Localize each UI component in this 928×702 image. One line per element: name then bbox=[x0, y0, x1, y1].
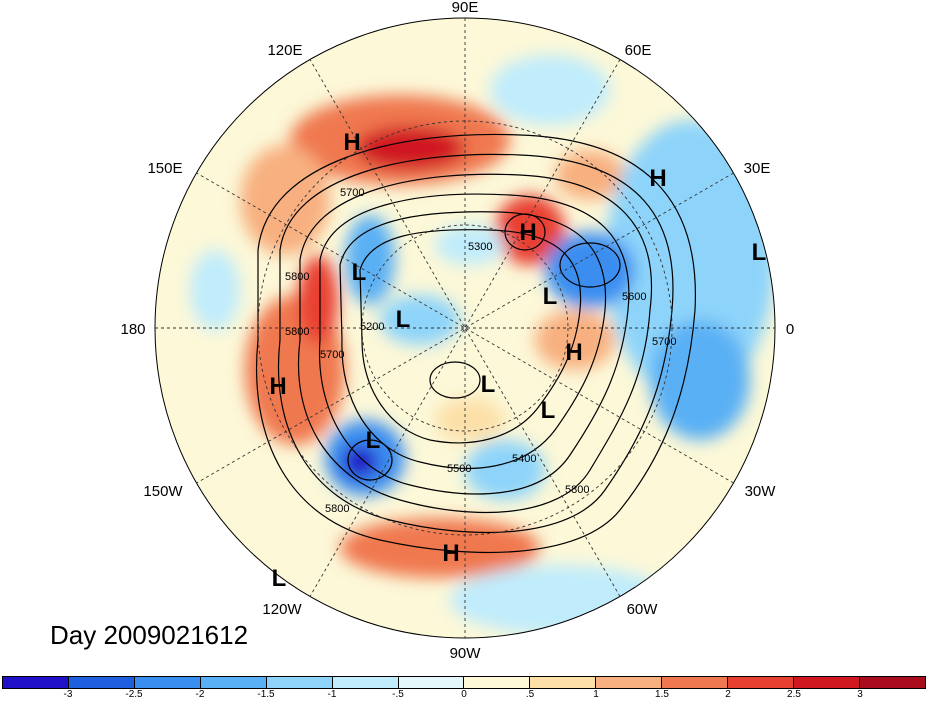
lon-label: 120E bbox=[267, 42, 302, 59]
contour-label: 5400 bbox=[512, 453, 536, 465]
high-marker: H bbox=[343, 129, 360, 156]
contour-labels: 5700 5800 5800 5700 5200 5300 5600 5700 … bbox=[285, 187, 676, 515]
lon-label: 60W bbox=[627, 601, 659, 618]
lon-label: 180 bbox=[120, 321, 145, 338]
high-marker: H bbox=[519, 219, 536, 246]
colorbar-tick-label: -2 bbox=[195, 689, 205, 700]
low-marker: L bbox=[752, 239, 767, 266]
graticule bbox=[155, 18, 775, 638]
colorbar-swatch bbox=[662, 677, 729, 688]
lon-label: 90W bbox=[450, 645, 482, 662]
contour-label: 5700 bbox=[652, 336, 676, 348]
colorbar-tick-label: .5 bbox=[525, 689, 535, 700]
high-marker: H bbox=[649, 165, 666, 192]
colorbar-tick-label: 1.5 bbox=[655, 689, 669, 700]
low-marker: L bbox=[543, 283, 558, 310]
colorbar-tick-label: 3 bbox=[857, 689, 863, 700]
colorbar-tick-label: -1 bbox=[327, 689, 337, 700]
colorbar-tick-label: -.5 bbox=[392, 689, 404, 700]
low-marker: L bbox=[272, 565, 287, 592]
lon-label: 150W bbox=[143, 483, 183, 500]
contour-label: 5600 bbox=[622, 291, 646, 303]
colorbar-tick-label: 0 bbox=[461, 689, 467, 700]
colorbar-swatch bbox=[859, 677, 925, 688]
colorbar-swatch bbox=[3, 677, 69, 688]
lon-label: 150E bbox=[147, 160, 182, 177]
contour-label: 5800 bbox=[325, 503, 349, 515]
low-marker: L bbox=[541, 397, 556, 424]
pressure-centers: H H H H H H L L L L L L L L bbox=[269, 129, 766, 592]
height-contours bbox=[256, 133, 697, 554]
lon-label: 30W bbox=[745, 483, 777, 500]
lon-label: 0 bbox=[786, 321, 794, 338]
contour-label: 5700 bbox=[340, 187, 364, 199]
high-marker: H bbox=[565, 339, 582, 366]
contour-label: 5800 bbox=[285, 271, 309, 283]
day-label: Day 2009021612 bbox=[50, 620, 249, 650]
lon-label: 30E bbox=[744, 160, 771, 177]
colorbar-swatch bbox=[464, 677, 531, 688]
colorbar-tick-label: 1 bbox=[593, 689, 599, 700]
low-marker: L bbox=[366, 427, 381, 454]
colorbar-tick-label: -1.5 bbox=[257, 689, 275, 700]
colorbar-swatch bbox=[266, 677, 333, 688]
contour-label: 5300 bbox=[468, 241, 492, 253]
colorbar-swatch bbox=[134, 677, 201, 688]
colorbar-swatch bbox=[530, 677, 597, 688]
colorbar-ticks: -3 -2.5 -2 -1.5 -1 -.5 0 .5 1 1.5 2 2.5 3 bbox=[2, 689, 926, 702]
contour-label: 5500 bbox=[447, 463, 471, 475]
low-marker: L bbox=[352, 259, 367, 286]
colorbar-swatch bbox=[68, 677, 135, 688]
longitude-labels: 90E 60E 30E 0 30W 60W 90W 120W 150W 180 … bbox=[120, 0, 794, 662]
lon-label: 120W bbox=[262, 601, 302, 618]
colorbar-swatch bbox=[728, 677, 795, 688]
low-marker: L bbox=[481, 371, 496, 398]
contour-label: 5800 bbox=[565, 484, 589, 496]
colorbar-swatch bbox=[596, 677, 663, 688]
low-marker: L bbox=[396, 306, 411, 333]
lon-label: 60E bbox=[625, 42, 652, 59]
high-marker: H bbox=[269, 373, 286, 400]
contour-label: 5200 bbox=[360, 321, 384, 333]
colorbar-tick-label: -2.5 bbox=[125, 689, 143, 700]
colorbar-tick-label: -3 bbox=[63, 689, 73, 700]
colorbar-tick-label: 2 bbox=[725, 689, 731, 700]
contour-label: 5700 bbox=[320, 349, 344, 361]
high-marker: H bbox=[442, 540, 459, 567]
colorbar-tick-label: 2.5 bbox=[787, 689, 801, 700]
colorbar-swatch bbox=[398, 677, 465, 688]
contour-label: 5800 bbox=[285, 326, 309, 338]
colorbar-swatch bbox=[200, 677, 267, 688]
lon-label: 90E bbox=[452, 0, 479, 16]
colorbar-swatch bbox=[332, 677, 399, 688]
colorbar-swatch bbox=[794, 677, 860, 688]
colorbar bbox=[2, 676, 926, 689]
